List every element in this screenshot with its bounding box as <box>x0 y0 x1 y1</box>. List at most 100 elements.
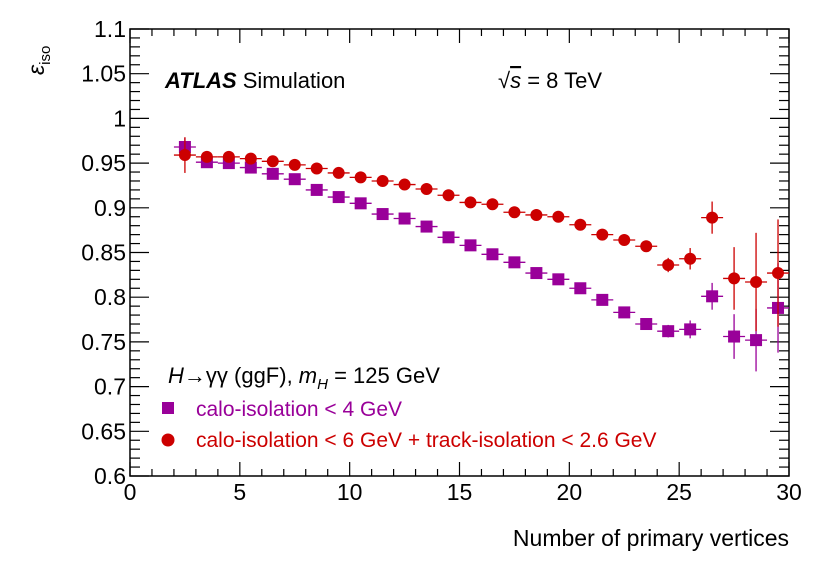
marker-square <box>706 290 719 303</box>
series-layer <box>173 137 789 372</box>
marker-circle <box>244 152 257 165</box>
marker-square <box>530 267 543 280</box>
process-label: H→γγ (ggF), mH = 125 GeV <box>168 363 440 393</box>
x-tick-label: 25 <box>666 479 692 505</box>
marker-square <box>354 197 367 210</box>
marker-circle <box>684 252 697 265</box>
legend-marker-calo <box>162 402 174 414</box>
data-point-track <box>349 171 372 184</box>
x-tick-label: 20 <box>557 479 583 505</box>
y-tick-label: 0.75 <box>81 329 126 355</box>
marker-circle <box>464 196 477 209</box>
data-point-track <box>239 152 262 165</box>
marker-circle <box>508 206 521 219</box>
data-point-track <box>305 162 328 175</box>
marker-circle <box>398 178 411 191</box>
marker-square <box>728 330 741 343</box>
marker-circle <box>266 155 279 168</box>
y-tick-label: 1.1 <box>94 16 126 42</box>
data-point-track <box>415 183 438 196</box>
data-point-calo <box>261 167 284 180</box>
data-point-track <box>503 206 526 219</box>
marker-circle <box>486 198 499 211</box>
data-point-track <box>701 201 724 234</box>
marker-square <box>596 293 609 306</box>
data-point-calo <box>569 282 592 295</box>
y-tick-label: 1 <box>113 105 126 131</box>
marker-square <box>684 323 697 336</box>
data-point-track <box>657 257 680 273</box>
legend-label-calo: calo-isolation < 4 GeV <box>196 398 402 421</box>
data-point-track <box>459 196 482 209</box>
x-tick-label: 5 <box>233 479 246 505</box>
data-point-track <box>195 150 218 163</box>
marker-square <box>618 306 631 319</box>
marker-circle <box>354 171 367 184</box>
x-tick-label: 0 <box>124 479 137 505</box>
marker-square <box>310 183 323 196</box>
marker-circle <box>332 166 345 179</box>
data-point-track <box>481 198 504 211</box>
data-point-calo <box>613 306 636 319</box>
x-tick-label: 10 <box>337 479 363 505</box>
data-point-calo <box>415 220 438 233</box>
y-tick-label: 0.95 <box>81 150 126 176</box>
marker-square <box>508 256 521 269</box>
marker-square <box>574 282 587 295</box>
marker-circle <box>420 183 433 196</box>
y-tick-label: 0.8 <box>94 284 126 310</box>
marker-circle <box>442 189 455 202</box>
marker-square <box>750 334 763 347</box>
data-point-track <box>767 219 789 327</box>
data-point-track <box>283 158 306 171</box>
marker-square <box>442 231 455 244</box>
data-point-calo <box>393 212 416 225</box>
marker-square <box>662 325 675 338</box>
y-tick-label: 0.6 <box>94 463 126 489</box>
data-point-calo <box>591 293 614 306</box>
data-point-track <box>635 240 658 253</box>
data-point-calo <box>525 267 548 280</box>
legend-marker-track <box>161 433 175 447</box>
data-point-calo <box>657 324 680 338</box>
data-point-calo <box>503 256 526 269</box>
data-point-calo <box>635 318 658 331</box>
marker-circle <box>222 150 235 163</box>
marker-circle <box>618 233 631 246</box>
y-axis-title: εiso <box>23 46 54 75</box>
data-point-track <box>327 166 350 179</box>
y-tick-label: 0.65 <box>81 418 126 444</box>
marker-square <box>640 318 653 331</box>
data-point-track <box>173 137 196 173</box>
marker-circle <box>178 149 191 162</box>
data-point-calo <box>481 248 504 261</box>
x-tick-label: 30 <box>776 479 802 505</box>
data-point-track <box>217 150 240 163</box>
data-point-calo <box>371 208 394 221</box>
marker-circle <box>552 210 565 223</box>
atlas-label: ATLAS Simulation <box>164 68 345 93</box>
marker-circle <box>288 158 301 171</box>
data-point-track <box>679 248 702 270</box>
data-point-track <box>613 233 636 246</box>
marker-square <box>486 248 499 261</box>
marker-circle <box>310 162 323 175</box>
energy-label: √s = 8 TeV <box>498 68 602 93</box>
marker-square <box>288 173 301 186</box>
data-point-calo <box>679 320 702 339</box>
marker-square <box>464 239 477 252</box>
y-tick-label: 1.05 <box>81 61 126 87</box>
data-point-calo <box>305 183 328 196</box>
marker-square <box>398 212 411 225</box>
data-point-calo <box>349 197 372 210</box>
marker-circle <box>706 211 719 224</box>
marker-square <box>266 167 279 180</box>
marker-circle <box>750 276 763 289</box>
data-point-track <box>393 178 416 191</box>
data-point-track <box>591 228 614 241</box>
data-point-calo <box>283 173 306 186</box>
data-point-track <box>525 208 548 221</box>
data-point-track <box>569 218 592 231</box>
data-point-track <box>371 174 394 187</box>
